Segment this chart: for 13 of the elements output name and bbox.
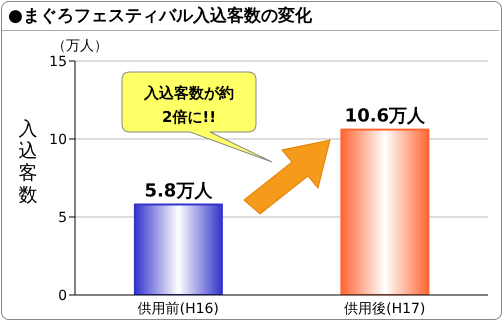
x-tick-label: 供用前(H16)	[138, 300, 219, 317]
y-tick-label: 15	[49, 54, 67, 70]
data-label: 5.8万人	[144, 180, 214, 202]
y-axis-title: 入込客数	[18, 118, 38, 206]
x-tick-label: 供用後(H17)	[344, 300, 426, 317]
chart-title: ●まぐろフェスティバル入込客数の変化	[8, 5, 312, 27]
annotation: 入込客数が約2倍に!!	[143, 84, 234, 126]
text: （万人）	[52, 37, 108, 55]
y-tick-label: 0	[58, 288, 67, 304]
y-tick-label: 5	[58, 210, 67, 226]
speech-bubble: 入込客数が約2倍に!!	[122, 72, 272, 162]
y-tick-label: 10	[49, 132, 67, 148]
data-label: 10.6万人	[344, 106, 426, 127]
